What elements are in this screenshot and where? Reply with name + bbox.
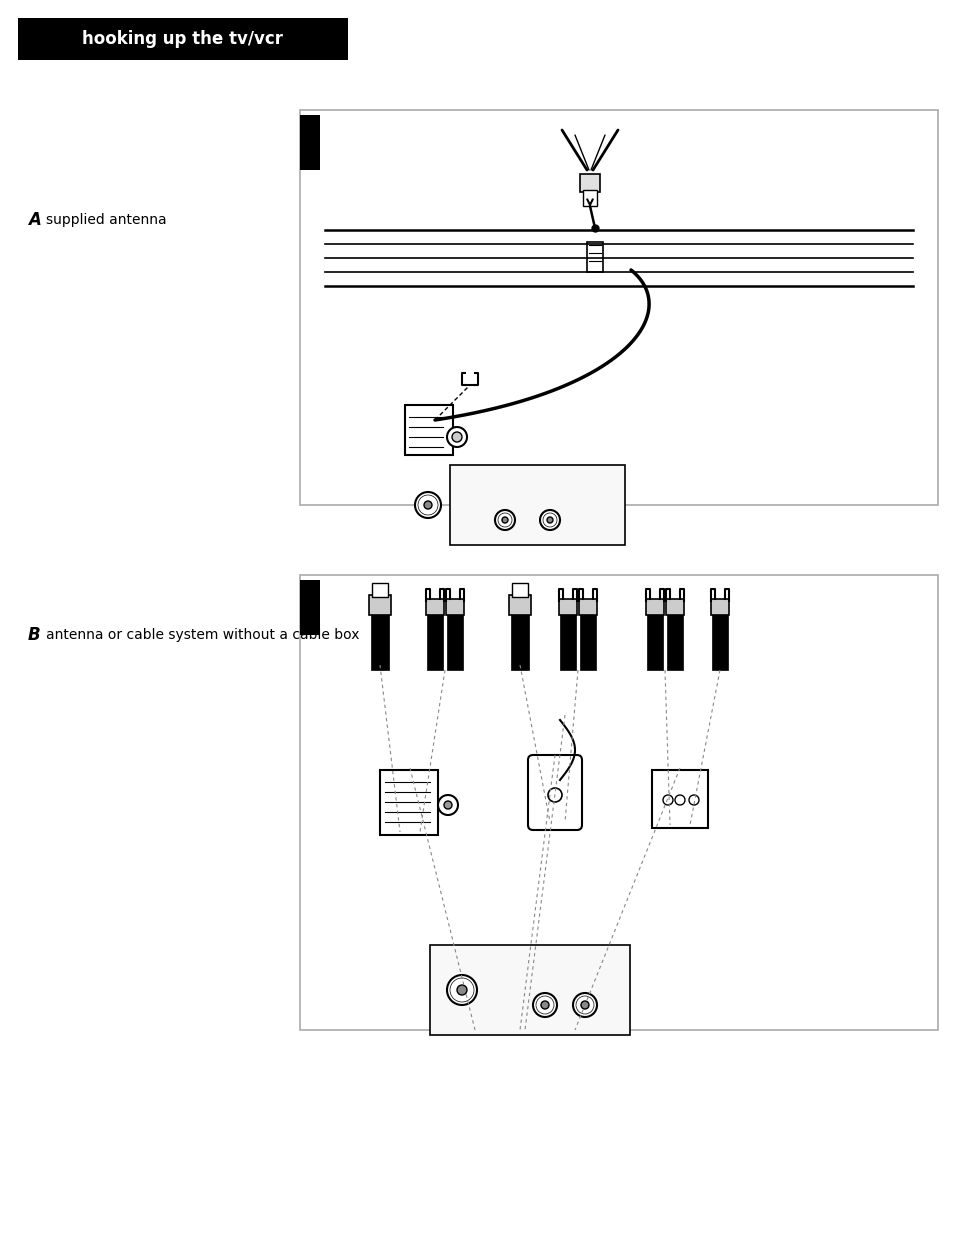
Bar — [579, 613, 596, 671]
Bar — [578, 599, 597, 615]
Bar — [299, 115, 319, 170]
Bar — [427, 613, 442, 671]
Circle shape — [437, 795, 457, 815]
Bar — [450, 466, 624, 545]
Circle shape — [452, 432, 461, 442]
Bar — [299, 110, 937, 505]
Bar — [430, 945, 629, 1035]
Bar — [586, 242, 602, 272]
Bar — [511, 610, 529, 671]
Bar — [579, 174, 599, 191]
Bar — [651, 769, 707, 827]
Bar — [645, 599, 663, 615]
Circle shape — [547, 788, 561, 802]
Bar — [447, 613, 462, 671]
Text: B: B — [28, 626, 41, 643]
Bar — [558, 599, 577, 615]
Bar — [405, 405, 453, 454]
Circle shape — [688, 795, 699, 805]
Circle shape — [675, 795, 684, 805]
Circle shape — [546, 517, 553, 522]
Text: antenna or cable system without a cable box: antenna or cable system without a cable … — [46, 629, 359, 642]
Bar — [299, 580, 319, 635]
Bar — [512, 583, 527, 597]
Bar — [426, 599, 443, 615]
Circle shape — [443, 802, 452, 809]
Text: A: A — [28, 211, 41, 228]
Bar — [665, 599, 683, 615]
Bar — [299, 576, 937, 1030]
Bar — [369, 595, 391, 615]
Bar — [582, 190, 597, 206]
Bar — [559, 613, 576, 671]
Circle shape — [501, 517, 507, 522]
Text: hooking up the tv/vcr: hooking up the tv/vcr — [82, 30, 283, 48]
Circle shape — [495, 510, 515, 530]
Bar — [371, 610, 389, 671]
Circle shape — [533, 993, 557, 1016]
Circle shape — [456, 986, 467, 995]
Bar — [666, 613, 682, 671]
FancyBboxPatch shape — [527, 755, 581, 830]
Circle shape — [447, 974, 476, 1005]
Circle shape — [447, 427, 467, 447]
Bar — [710, 599, 728, 615]
Bar — [379, 769, 437, 835]
Bar — [509, 595, 531, 615]
Circle shape — [539, 510, 559, 530]
Bar — [646, 613, 662, 671]
Bar — [711, 613, 727, 671]
Circle shape — [540, 1002, 548, 1009]
Circle shape — [573, 993, 597, 1016]
Circle shape — [415, 492, 440, 517]
Circle shape — [580, 1002, 588, 1009]
Bar — [372, 583, 388, 597]
Circle shape — [662, 795, 672, 805]
Bar — [446, 599, 463, 615]
Bar — [18, 19, 348, 61]
Circle shape — [423, 501, 432, 509]
Text: supplied antenna: supplied antenna — [46, 212, 167, 227]
